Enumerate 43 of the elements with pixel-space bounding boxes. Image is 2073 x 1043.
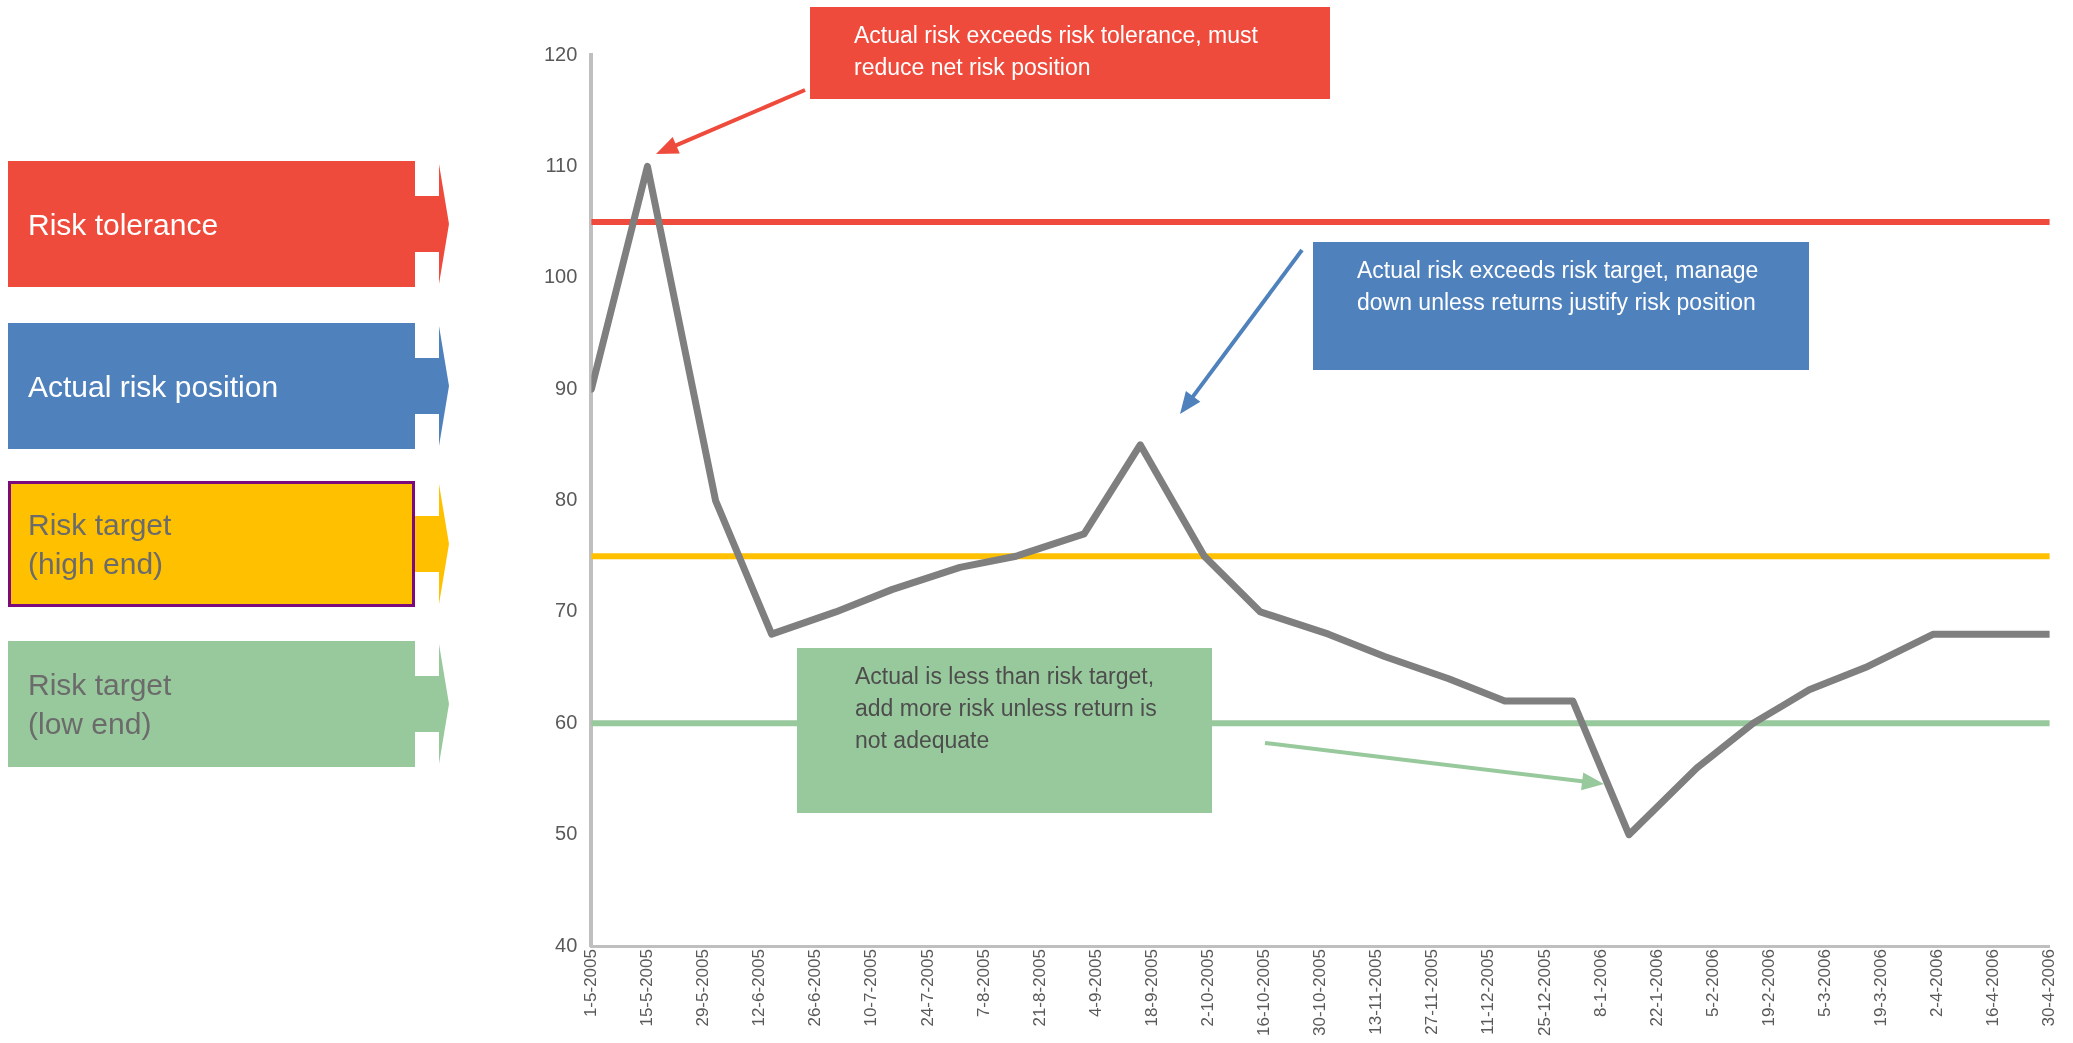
x-tick-label: 11-12-2005 (1478, 949, 1498, 1035)
y-tick-label: 40 (555, 933, 578, 956)
x-tick-label: 27-11-2005 (1422, 949, 1442, 1035)
x-tick-label: 7-8-2005 (973, 949, 993, 1018)
text: Risk tolerance (28, 206, 219, 243)
y-tick-label: 60 (555, 710, 578, 733)
annotation: Actual risk exceeds risk target, manage down unless returns justify risk position (1357, 257, 1759, 316)
x-tick-label: 5-3-2006 (1814, 949, 1834, 1018)
text: Actual risk position (28, 368, 279, 405)
x-tick-label: 30-4-2006 (2039, 949, 2059, 1027)
x-tick-label: 29-5-2005 (693, 949, 713, 1027)
x-tick-label: 18-9-2005 (1141, 949, 1161, 1027)
x-tick-label: 21-8-2005 (1029, 949, 1049, 1027)
x-tick-label: 25-12-2005 (1534, 949, 1554, 1037)
annotation: Actual is less than risk target, add more risk unless return is not adequate (855, 663, 1157, 754)
annotation: Actual risk exceeds risk tolerance, must reduce net risk position (854, 22, 1258, 81)
x-tick-label: 4-9-2005 (1085, 949, 1105, 1018)
y-tick-label: 80 (555, 488, 578, 511)
x-tick-label: 19-2-2006 (1758, 949, 1778, 1027)
x-tick-label: 2-4-2006 (1927, 949, 1947, 1018)
x-tick-label: 10-7-2005 (861, 949, 881, 1027)
x-tick-label: 13-11-2005 (1366, 949, 1386, 1035)
x-tick-label: 5-2-2006 (1702, 949, 1722, 1018)
y-tick-label: 110 (545, 153, 578, 176)
y-tick-label: 70 (555, 599, 578, 622)
x-tick-label: 22-1-2006 (1646, 949, 1666, 1027)
y-tick-label: 50 (555, 822, 578, 845)
x-tick-label: 2-10-2005 (1198, 949, 1217, 1027)
x-tick-label: 8-1-2006 (1590, 949, 1610, 1018)
x-tick-label: 16-4-2006 (1983, 949, 2003, 1027)
x-tick-label: 26-6-2005 (805, 949, 825, 1027)
x-tick-label: 30-10-2005 (1310, 949, 1330, 1037)
x-tick-label: 12-6-2005 (749, 949, 769, 1027)
y-tick-label: 120 (543, 42, 578, 65)
x-tick-label: 19-3-2006 (1871, 949, 1891, 1027)
x-tick-label: 16-10-2005 (1254, 949, 1274, 1037)
x-tick-label: 15-5-2005 (637, 949, 657, 1027)
text: Risk target (high end) (28, 507, 173, 582)
x-tick-label: 24-7-2005 (917, 949, 937, 1027)
y-tick-label: 100 (543, 265, 578, 288)
x-tick-label: 1-5-2005 (581, 949, 601, 1018)
text: Risk target (low end) (28, 667, 173, 742)
y-tick-label: 90 (555, 376, 578, 399)
